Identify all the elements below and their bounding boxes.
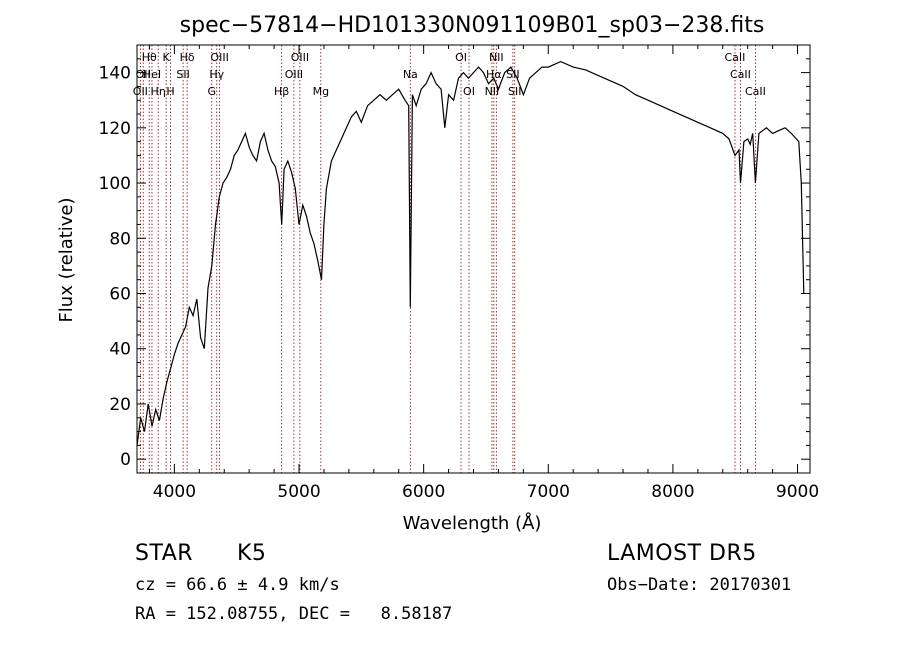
plot-frame	[136, 44, 811, 474]
line-label-3: HeI	[143, 68, 161, 81]
line-label-9: G	[208, 85, 217, 98]
y-tick-label: 140	[99, 64, 131, 84]
line-markers	[139, 45, 756, 473]
y-tick-label: 0	[120, 450, 131, 470]
line-label-1: OII	[136, 68, 151, 81]
coordinates-line: RA = 152.08755, DEC = 8.58187	[135, 604, 453, 624]
y-tick-label: 80	[109, 229, 131, 249]
y-tick-label: 20	[109, 395, 131, 415]
y-tick-label: 60	[109, 285, 131, 305]
x-tick-label: 5000	[277, 482, 320, 502]
line-label-24: CaII	[725, 51, 746, 64]
line-label-13: OIII	[285, 68, 303, 81]
line-label-21: NII	[489, 51, 504, 64]
x-tick-label: 6000	[402, 482, 445, 502]
line-label-20: Hα	[486, 68, 502, 81]
spectrum-line	[136, 60, 805, 446]
line-label-18: OI	[463, 85, 475, 98]
y-tick-label: 100	[99, 174, 131, 194]
x-tick-label: 7000	[527, 482, 570, 502]
line-label-8: Hδ	[180, 51, 195, 64]
line-label-0: OII	[133, 85, 148, 98]
line-label-7: SII	[176, 68, 189, 81]
y-tick-label: 120	[99, 119, 131, 139]
line-label-23: SII	[508, 85, 521, 98]
line-label-17: OI	[455, 51, 467, 64]
line-label-10: Hγ	[209, 68, 224, 81]
y-axis: 0 20 40 60 80 100 120 140	[99, 58, 810, 470]
line-labels: OIIOIIHθHeIHηKHSIIHδGHγOIIIHβOIIIOIIIMgN…	[133, 51, 766, 98]
line-label-15: Mg	[313, 85, 329, 98]
object-class: STAR	[135, 541, 194, 566]
line-label-2: Hθ	[142, 51, 157, 64]
x-tick-label: 9000	[776, 482, 819, 502]
line-label-26: CaII	[745, 85, 766, 98]
line-label-5: K	[163, 51, 171, 64]
object-subclass: K5	[237, 541, 267, 566]
y-axis-label: Flux (relative)	[56, 197, 77, 322]
obs-date: Obs−Date: 20170301	[607, 575, 792, 595]
redshift-line: cz = 66.6 ± 4.9 km/s	[135, 575, 340, 595]
y-tick-label: 40	[109, 340, 131, 360]
x-axis: 4000 5000 6000 7000 8000 9000	[148, 45, 819, 502]
line-label-6: H	[166, 85, 174, 98]
line-label-14: OIII	[291, 51, 309, 64]
line-label-16: Na	[403, 68, 418, 81]
spectrum-chart: spec−57814−HD101330N091109B01_sp03−238.f…	[56, 13, 819, 534]
line-label-19: NII	[485, 85, 500, 98]
line-label-4: Hη	[151, 85, 166, 98]
x-axis-label: Wavelength (Å)	[403, 512, 542, 534]
line-label-25: CaII	[730, 68, 751, 81]
survey-name: LAMOST DR5	[607, 541, 757, 566]
x-tick-label: 8000	[651, 482, 694, 502]
chart-title: spec−57814−HD101330N091109B01_sp03−238.f…	[180, 13, 765, 38]
x-tick-label: 4000	[153, 482, 196, 502]
line-label-12: Hβ	[274, 85, 289, 98]
line-label-11: OIII	[210, 51, 228, 64]
